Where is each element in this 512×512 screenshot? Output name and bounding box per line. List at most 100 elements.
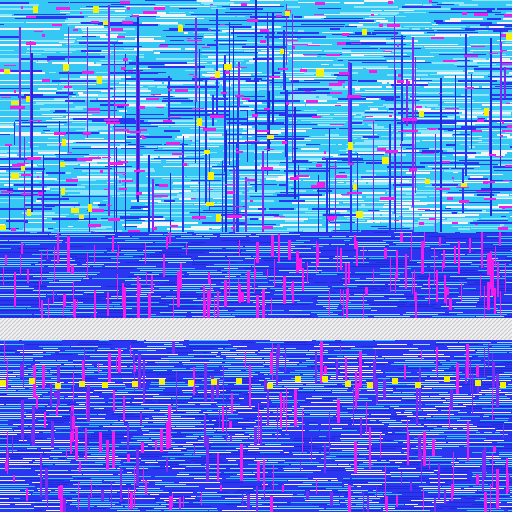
metal-strip (388, 160, 410, 162)
band-strip (304, 260, 355, 261)
lower-gate (263, 459, 265, 490)
metal-strip (479, 168, 512, 170)
metal-strip (415, 174, 463, 176)
lower-strip (42, 342, 75, 343)
lower-strip (124, 436, 129, 437)
metal-strip (510, 102, 512, 103)
band-strip (160, 284, 180, 285)
metal-strip (125, 220, 134, 221)
band-strip (233, 258, 244, 259)
lower-strip (376, 402, 411, 403)
metal-strip (64, 34, 106, 36)
metal-strip (68, 18, 125, 20)
metal-strip (0, 24, 4, 25)
lower-strip (472, 504, 494, 505)
lower-strip (464, 372, 502, 373)
contact-pad (484, 108, 489, 116)
metal-strip (318, 4, 342, 5)
metal-strip (351, 122, 362, 124)
lower-strip (417, 450, 457, 451)
lower-strip (155, 476, 176, 477)
metal-strip (0, 46, 33, 47)
metal-strip (123, 230, 162, 232)
band-strip (82, 264, 104, 265)
lower-strip (115, 394, 159, 395)
lower-strip (185, 498, 195, 499)
lower-strip (89, 424, 96, 425)
lower-strip (153, 418, 195, 419)
metal-strip (52, 208, 88, 210)
metal-strip (309, 218, 322, 219)
band-strip (65, 242, 116, 243)
metal-strip (319, 96, 332, 98)
poly-fragment (26, 42, 36, 45)
metal-strip (17, 186, 42, 187)
band-strip (220, 288, 267, 289)
metal-strip (491, 186, 512, 187)
metal-strip (176, 214, 218, 216)
metal-strip (127, 136, 172, 138)
band-strip (302, 268, 338, 269)
poly-gate (267, 269, 268, 278)
band-strip (258, 254, 312, 255)
band-strip (472, 242, 512, 243)
band-strip (0, 242, 18, 243)
metal-strip (414, 50, 470, 51)
lower-strip (51, 450, 73, 451)
metal-strip (108, 138, 125, 139)
metal-strip (103, 200, 108, 201)
metal-strip (0, 62, 35, 64)
poly-fragment (351, 43, 361, 44)
lower-strip (106, 370, 149, 371)
lower-gate (359, 351, 362, 387)
lower-gate (127, 424, 129, 449)
metal-strip (300, 174, 331, 176)
lower-strip (469, 478, 507, 479)
metal-strip (355, 88, 360, 90)
lower-strip (82, 428, 101, 429)
lower-gate (120, 468, 122, 502)
lower-strip (382, 346, 395, 347)
lower-strip (111, 346, 147, 347)
metal-strip (117, 150, 152, 152)
lower-strip (0, 340, 19, 341)
metal-strip (167, 86, 219, 88)
band-strip (138, 316, 146, 317)
lower-strip (164, 434, 188, 435)
metal-strip (0, 220, 4, 222)
metal-strip (417, 124, 439, 126)
lower-strip (435, 368, 449, 369)
metal-strip (250, 212, 303, 214)
metal-strip (481, 152, 507, 154)
metal-strip (364, 0, 394, 2)
band-strip (279, 270, 322, 271)
lower-strip (244, 482, 287, 483)
band-strip (162, 314, 207, 315)
metal-strip (153, 134, 177, 136)
metal-strip (339, 150, 387, 151)
band-strip (273, 248, 311, 249)
metal-strip (214, 138, 268, 140)
lower-strip (333, 492, 349, 493)
metal-strip (131, 206, 150, 208)
lower-strip (0, 506, 28, 507)
lower-strip (479, 398, 510, 399)
metal-strip (333, 64, 344, 66)
band-strip (417, 316, 427, 317)
lower-strip (151, 438, 197, 439)
lower-gate (134, 365, 136, 372)
metal-strip (425, 200, 433, 202)
lower-strip (161, 494, 178, 495)
lower-strip (66, 452, 82, 453)
lower-gate (7, 359, 8, 389)
via-column (471, 74, 472, 149)
metal-strip (478, 100, 512, 102)
metal-strip (191, 14, 252, 15)
lower-strip (122, 354, 143, 355)
lower-gate (380, 433, 381, 458)
band-strip (55, 236, 105, 237)
band-strip (439, 252, 476, 253)
lower-strip (385, 358, 424, 359)
metal-strip (190, 212, 247, 213)
metal-strip (162, 180, 186, 182)
